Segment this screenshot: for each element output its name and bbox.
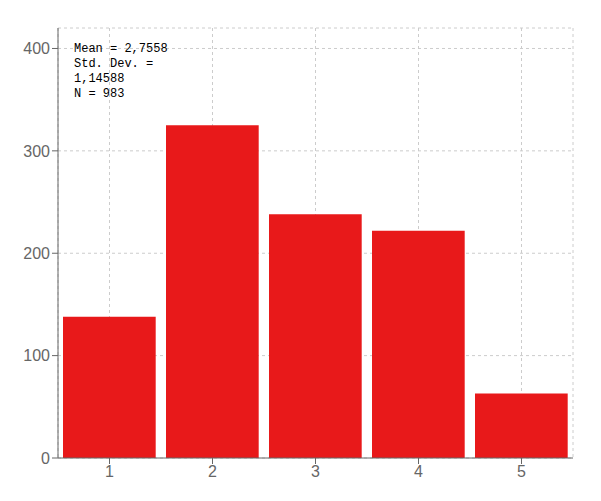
html-text:N = 983: N = 983 <box>74 87 125 101</box>
svg-text:0: 0 <box>41 450 50 467</box>
svg-text:1: 1 <box>105 463 114 480</box>
html-text:1,14588: 1,14588 <box>74 72 125 86</box>
svg-text:400: 400 <box>23 40 50 57</box>
svg-text:100: 100 <box>23 347 50 364</box>
svg-text:300: 300 <box>23 143 50 160</box>
svg-text:5: 5 <box>517 463 526 480</box>
svg-text:4: 4 <box>414 463 423 480</box>
svg-text:200: 200 <box>23 245 50 262</box>
html-text:Mean = 2,7558: Mean = 2,7558 <box>74 42 168 56</box>
svg-text:2: 2 <box>208 463 217 480</box>
html-text:Std. Dev. =: Std. Dev. = <box>74 57 154 71</box>
svg-text:3: 3 <box>311 463 320 480</box>
